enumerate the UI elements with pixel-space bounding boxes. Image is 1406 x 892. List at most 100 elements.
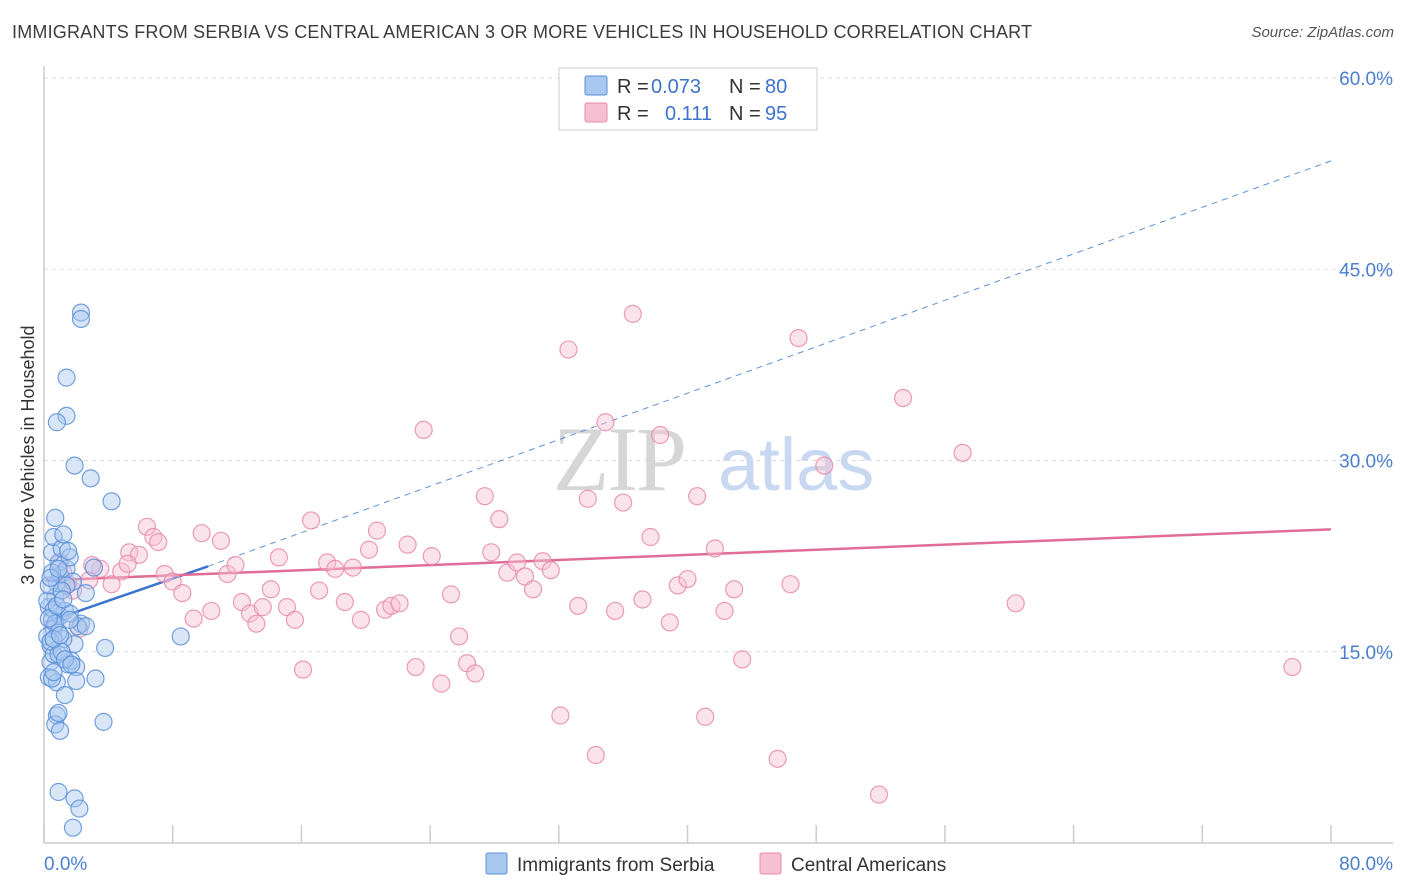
point-central-72 [641,527,660,547]
point-serbia-14 [60,548,79,567]
point-central-73 [651,425,670,445]
point-serbia-69 [76,617,95,636]
point-central-17 [184,609,203,628]
point-central-68 [606,601,625,621]
tick-labels: 15.0% 30.0% 45.0% 60.0% 0.0% 80.0% [44,69,1393,875]
point-central-49 [441,585,461,604]
point-central-52 [466,664,485,683]
point-central-7 [102,575,121,594]
point-central-89 [893,388,913,408]
point-central-82 [733,650,752,669]
point-central-48 [432,674,451,693]
point-serbia-42 [57,368,76,387]
point-serbia-40 [71,303,91,322]
point-central-47 [422,547,441,566]
watermark-atlas: atlas [718,423,874,506]
point-serbia-19 [55,685,75,705]
point-serbia-38 [70,799,89,818]
point-central-92 [1283,657,1302,677]
point-central-63 [559,340,578,359]
point-serbia-43 [57,406,76,425]
point-serbia-75 [59,541,78,561]
y-tick-label-3: 60.0% [1339,69,1393,90]
point-central-20 [211,531,231,550]
point-central-30 [285,610,305,629]
point-serbia-45 [65,456,84,475]
point-central-22 [226,555,245,575]
point-serbia-36 [49,782,68,802]
point-central-36 [335,592,354,612]
point-central-69 [614,493,633,512]
point-central-39 [359,540,379,559]
y-tick-label-2: 45.0% [1339,260,1393,281]
point-serbia-50 [86,669,105,688]
point-serbia-8 [42,543,62,562]
legend-swatch-serbia [584,75,608,96]
point-central-27 [261,580,280,599]
point-central-77 [688,487,707,506]
point-serbia-79 [50,626,70,645]
point-central-65 [578,489,597,508]
point-serbia-67 [57,576,76,595]
point-serbia-44 [47,413,66,432]
point-serbia-46 [81,469,100,488]
point-central-43 [390,594,409,613]
point-serbia-49 [84,558,103,577]
point-central-11 [137,517,157,536]
point-central-50 [449,627,469,646]
point-serbia-64 [42,669,62,688]
point-central-46 [414,420,433,439]
point-central-70 [623,304,642,323]
point-central-55 [490,510,509,529]
point-central-80 [715,601,734,621]
point-serbia-34 [50,721,70,740]
point-central-33 [309,581,329,600]
point-central-61 [541,561,560,580]
point-central-71 [633,590,652,609]
point-central-62 [551,706,570,725]
point-central-85 [781,575,800,594]
point-central-67 [596,413,615,432]
point-central-81 [725,580,744,599]
y-tick-label-1: 30.0% [1339,452,1393,473]
point-central-38 [351,610,371,629]
point-serbia-37 [65,789,84,808]
legend-r-value-central: 0.111 [665,103,712,125]
point-central-86 [789,329,808,348]
point-central-45 [406,657,425,677]
point-central-25 [247,614,266,633]
point-serbia-48 [76,583,95,603]
series-legend-label-serbia: Immigrants from Serbia [517,855,715,876]
chart-title: IMMIGRANTS FROM SERBIA VS CENTRAL AMERIC… [12,22,1033,42]
legend-n-value-serbia: 80 [765,76,787,98]
legend-r-label-serbia: R = [617,76,649,98]
legend-n-value-central: 95 [765,103,787,125]
point-serbia-54 [38,591,57,610]
point-serbia-24 [71,614,91,633]
x-tick-label-min: 0.0% [44,854,87,875]
point-central-53 [475,487,494,506]
trend-line-central [45,528,1332,582]
point-serbia-12 [54,525,73,544]
point-central-37 [343,558,362,577]
point-central-74 [660,613,679,632]
point-serbia-77 [62,655,81,674]
legend-n-label-serbia: N = [729,76,761,98]
point-central-76 [678,569,697,589]
trend-lines [45,160,1332,624]
point-central-78 [696,707,715,726]
point-serbia-65 [44,663,63,682]
point-serbia-41 [71,309,91,329]
point-serbia-51 [94,712,113,731]
point-central-54 [482,543,501,562]
point-central-32 [301,511,321,530]
series-legend-swatch-central [759,852,782,875]
point-central-93 [118,554,137,573]
point-central-35 [326,559,345,578]
correlation-legend: R = 0.073 N = 80 R = 0.111 N = 95 [558,67,818,131]
trend-line-serbia-dashed [207,160,1332,567]
point-central-26 [253,598,272,617]
series-legend-label-central: Central Americans [791,855,946,876]
point-serbia-52 [96,638,115,658]
